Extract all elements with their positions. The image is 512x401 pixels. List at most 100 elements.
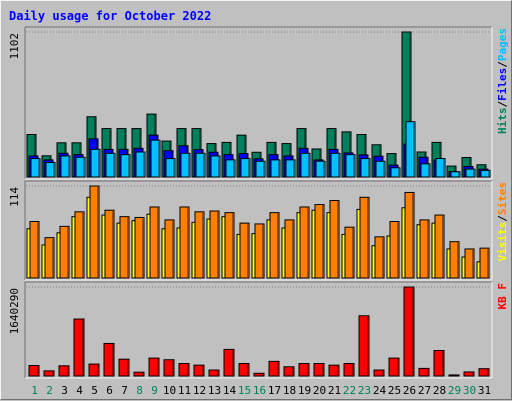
day-label: 7 (121, 384, 128, 397)
bar-kb-f (253, 372, 265, 377)
bar-kb-f (118, 358, 130, 377)
bar-pages (300, 152, 311, 178)
bar-pages (420, 163, 431, 178)
day-label: 17 (268, 384, 281, 397)
day-label: 6 (106, 384, 113, 397)
bar-kb-f (148, 357, 160, 377)
bar-kb-f (223, 348, 235, 377)
bar-sites (44, 237, 55, 279)
bar-kb-f (43, 370, 55, 377)
bar-sites (479, 247, 490, 279)
bar-sites (434, 214, 445, 279)
bar-sites (74, 211, 85, 279)
day-label: 27 (418, 384, 431, 397)
bar-sites (299, 206, 310, 279)
bar-pages (270, 159, 281, 178)
bar-pages (165, 158, 176, 178)
day-label: 21 (328, 384, 341, 397)
bar-pages (330, 152, 341, 178)
chart-title: Daily usage for October 2022 (9, 9, 211, 23)
bar-sites (149, 206, 160, 279)
bar-sites (269, 212, 280, 279)
legend-item: / (496, 101, 509, 108)
bar-sites (284, 219, 295, 279)
bar-sites (359, 196, 370, 279)
bar-pages (210, 155, 221, 178)
day-label: 1 (31, 384, 38, 397)
bar-kb-f (268, 360, 280, 377)
bar-kb-f (178, 363, 190, 377)
day-label: 13 (208, 384, 221, 397)
legend-item: / (496, 215, 509, 222)
bar-kb-f (313, 363, 325, 377)
day-label: 2 (46, 384, 53, 397)
bar-pages (75, 156, 86, 178)
bar-kb-f (433, 349, 445, 377)
legend-item: / (496, 61, 509, 68)
bar-pages (135, 151, 146, 178)
bar-sites (104, 209, 115, 279)
bar-sites (314, 204, 325, 279)
bar-pages (390, 167, 401, 178)
legend-item: Hits (496, 108, 509, 135)
bar-kb-f (103, 342, 115, 377)
bar-kb-f (403, 286, 415, 377)
bar-kb-f (58, 365, 70, 377)
bar-kb-f (238, 363, 250, 377)
day-label: 29 (448, 384, 461, 397)
bar-kb-f (328, 364, 340, 377)
bar-pages (60, 155, 71, 178)
day-label: 24 (373, 384, 387, 397)
bar-sites (329, 200, 340, 279)
bar-sites (89, 185, 100, 279)
bar-pages (90, 148, 101, 178)
bar-kb-f (298, 363, 310, 377)
day-label: 10 (163, 384, 176, 397)
y-max-label: 114 (8, 187, 21, 207)
bar-sites (344, 226, 355, 279)
bar-pages (285, 159, 296, 178)
legend-item: KB F (496, 283, 509, 310)
bar-sites (254, 223, 265, 279)
bar-pages (30, 158, 41, 178)
bar-kb-f (193, 364, 205, 377)
day-label: 20 (313, 384, 326, 397)
day-label: 12 (193, 384, 206, 397)
legend-item: Sites (496, 182, 509, 215)
day-label: 16 (253, 384, 266, 397)
bar-kb-f (208, 369, 220, 377)
day-label: 31 (478, 384, 491, 397)
bar-kb-f (73, 318, 85, 377)
bar-kb-f (388, 357, 400, 377)
bar-pages (180, 152, 191, 178)
bar-sites (404, 191, 415, 279)
bar-sites (224, 212, 235, 279)
bar-pages (345, 154, 356, 178)
bar-sites (464, 248, 475, 279)
day-label: 26 (403, 384, 416, 397)
bar-kb-f (283, 366, 295, 377)
day-label: 18 (283, 384, 296, 397)
bar-sites (59, 225, 70, 279)
bar-kb-f (163, 359, 175, 377)
legend-item: Visits (496, 222, 509, 262)
day-label: 23 (358, 384, 371, 397)
bar-sites (29, 221, 40, 279)
day-label: 11 (178, 384, 191, 397)
bar-pages (45, 162, 56, 178)
legend-hits-files-pages: Hits/Files/Pages (496, 28, 509, 134)
bar-kb-f (88, 363, 100, 377)
bar-pages (435, 158, 446, 178)
y-max-label: 1640290 (8, 288, 21, 334)
bar-sites (374, 236, 385, 279)
bar-kb-f (373, 369, 385, 377)
day-label: 15 (238, 384, 251, 397)
bar-sites (194, 211, 205, 279)
legend-item: Files (496, 68, 509, 101)
bar-sites (164, 219, 175, 279)
bar-pages (375, 160, 386, 178)
bar-pages (360, 158, 371, 178)
bar-pages (225, 159, 236, 178)
bar-sites (449, 241, 460, 279)
